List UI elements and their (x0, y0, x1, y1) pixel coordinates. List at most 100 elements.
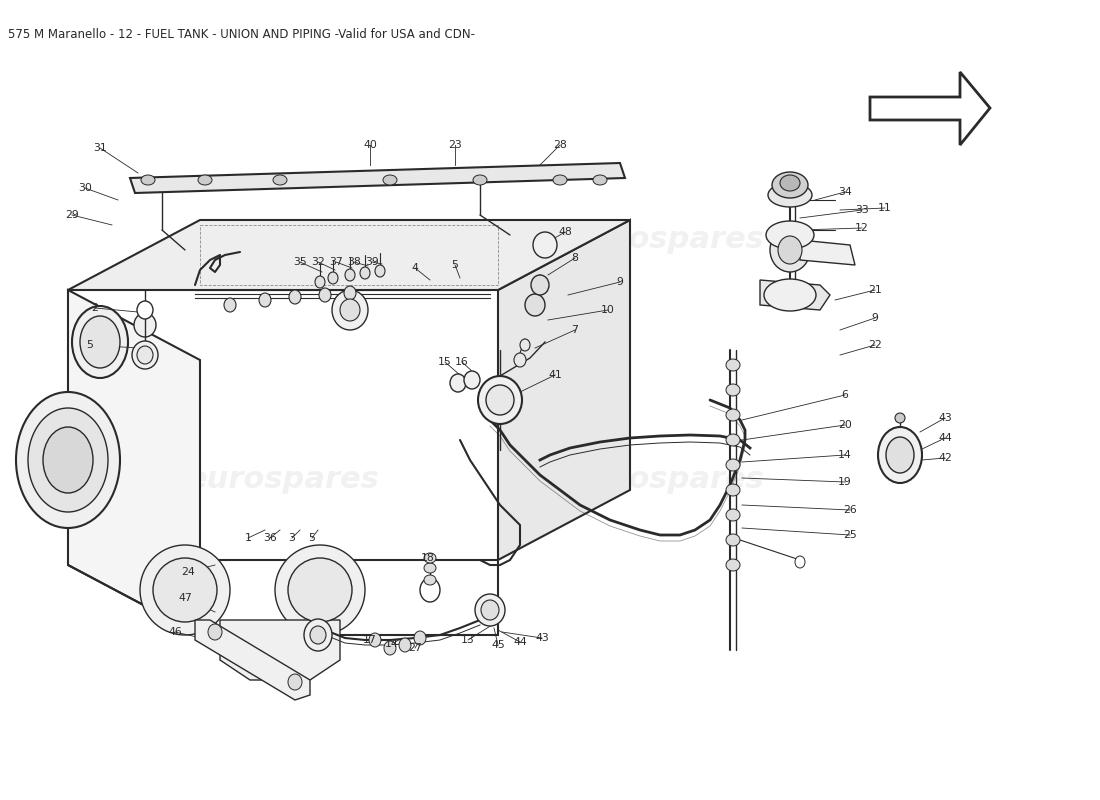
Ellipse shape (726, 409, 740, 421)
Ellipse shape (424, 563, 436, 573)
Text: 28: 28 (553, 140, 566, 150)
Ellipse shape (520, 339, 530, 351)
Text: 43: 43 (535, 633, 549, 643)
Ellipse shape (328, 272, 338, 284)
Ellipse shape (345, 269, 355, 281)
Text: 37: 37 (329, 257, 343, 267)
Ellipse shape (368, 633, 381, 647)
Ellipse shape (344, 286, 356, 300)
Text: 24: 24 (182, 567, 195, 577)
Ellipse shape (726, 484, 740, 496)
Polygon shape (195, 620, 310, 700)
Ellipse shape (420, 578, 440, 602)
Ellipse shape (414, 631, 426, 645)
Ellipse shape (553, 175, 566, 185)
Ellipse shape (424, 575, 436, 585)
Ellipse shape (473, 175, 487, 185)
Ellipse shape (80, 316, 120, 368)
Ellipse shape (304, 619, 332, 651)
Ellipse shape (208, 624, 222, 640)
Text: 44: 44 (513, 637, 527, 647)
Ellipse shape (289, 290, 301, 304)
Text: 22: 22 (868, 340, 882, 350)
Text: 8: 8 (572, 253, 579, 263)
Ellipse shape (481, 600, 499, 620)
Ellipse shape (384, 641, 396, 655)
Text: 32: 32 (311, 257, 324, 267)
Ellipse shape (795, 556, 805, 568)
Ellipse shape (593, 175, 607, 185)
Polygon shape (760, 280, 830, 310)
Text: 15: 15 (438, 357, 452, 367)
Text: 2: 2 (91, 303, 98, 313)
Ellipse shape (726, 384, 740, 396)
Ellipse shape (319, 288, 331, 302)
Ellipse shape (28, 408, 108, 512)
Ellipse shape (310, 626, 326, 644)
Ellipse shape (770, 228, 810, 272)
Text: 14: 14 (385, 639, 399, 649)
Ellipse shape (780, 175, 800, 191)
Ellipse shape (531, 275, 549, 295)
Ellipse shape (726, 459, 740, 471)
Text: 25: 25 (843, 530, 857, 540)
Text: 9: 9 (617, 277, 624, 287)
Ellipse shape (486, 385, 514, 415)
Ellipse shape (138, 346, 153, 364)
Ellipse shape (726, 359, 740, 371)
Text: 47: 47 (178, 593, 191, 603)
Text: 11: 11 (878, 203, 892, 213)
Polygon shape (130, 163, 625, 193)
Text: 12: 12 (855, 223, 869, 233)
Ellipse shape (288, 558, 352, 622)
Text: eurospares: eurospares (187, 466, 379, 494)
Ellipse shape (475, 594, 505, 626)
Polygon shape (68, 290, 200, 635)
Polygon shape (68, 220, 630, 290)
Text: 39: 39 (365, 257, 378, 267)
Text: eurospares: eurospares (572, 466, 764, 494)
Text: 29: 29 (65, 210, 79, 220)
Text: 45: 45 (491, 640, 505, 650)
Ellipse shape (525, 294, 544, 316)
Text: 33: 33 (855, 205, 869, 215)
Ellipse shape (772, 172, 808, 198)
Text: 42: 42 (938, 453, 952, 463)
Text: 1: 1 (244, 533, 252, 543)
Ellipse shape (464, 371, 480, 389)
Text: 10: 10 (601, 305, 615, 315)
Text: 14: 14 (838, 450, 851, 460)
Ellipse shape (140, 545, 230, 635)
Text: 35: 35 (293, 257, 307, 267)
Text: 13: 13 (461, 635, 475, 645)
Text: eurospares: eurospares (187, 226, 379, 254)
Ellipse shape (258, 293, 271, 307)
Ellipse shape (766, 221, 814, 249)
Ellipse shape (768, 183, 812, 207)
Ellipse shape (878, 427, 922, 483)
Ellipse shape (478, 376, 522, 424)
Ellipse shape (134, 313, 156, 337)
Text: 46: 46 (168, 627, 182, 637)
Text: 26: 26 (843, 505, 857, 515)
Ellipse shape (288, 674, 302, 690)
Text: 48: 48 (558, 227, 572, 237)
Ellipse shape (726, 434, 740, 446)
Text: 23: 23 (448, 140, 462, 150)
Text: 27: 27 (408, 643, 422, 653)
Ellipse shape (726, 534, 740, 546)
Text: 5: 5 (309, 533, 316, 543)
Text: 43: 43 (938, 413, 952, 423)
Ellipse shape (275, 545, 365, 635)
Ellipse shape (16, 392, 120, 528)
Ellipse shape (273, 175, 287, 185)
Polygon shape (800, 240, 855, 265)
Text: 7: 7 (572, 325, 579, 335)
Ellipse shape (424, 553, 436, 563)
Text: 21: 21 (868, 285, 882, 295)
Text: 19: 19 (838, 477, 851, 487)
Text: 4: 4 (411, 263, 418, 273)
Ellipse shape (895, 413, 905, 423)
Text: 3: 3 (288, 533, 296, 543)
Text: 40: 40 (363, 140, 377, 150)
